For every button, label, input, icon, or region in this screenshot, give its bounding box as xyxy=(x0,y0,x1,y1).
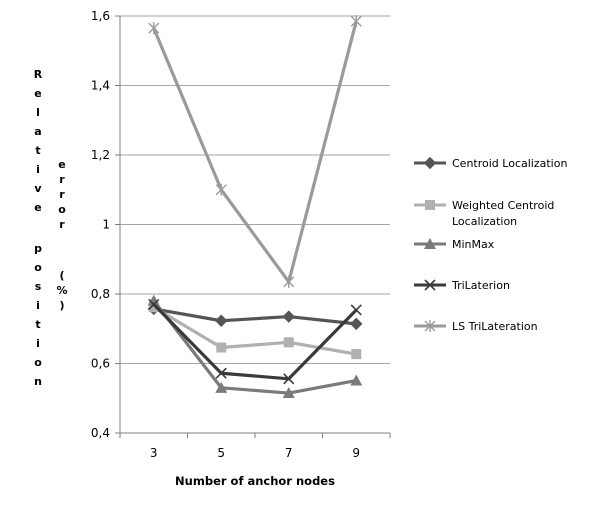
x-marker xyxy=(350,304,362,316)
y-axis-label-char: R xyxy=(34,68,43,81)
y-axis-label-char: l xyxy=(36,106,40,119)
y-tick-label: 1,2 xyxy=(91,148,110,162)
y-axis-label-char: ) xyxy=(59,299,64,312)
y-axis-label-char: % xyxy=(56,284,67,297)
legend-label: TriLaterion xyxy=(451,279,510,292)
x-marker xyxy=(148,298,160,310)
legend-item: MinMax xyxy=(414,238,495,251)
y-axis-label-char: a xyxy=(34,125,41,138)
y-axis-label-char: o xyxy=(34,261,42,274)
square-marker xyxy=(148,302,159,313)
diamond-marker xyxy=(350,317,363,331)
legend-item: LS TriLateration xyxy=(414,320,538,333)
diamond-marker xyxy=(215,314,228,327)
x-axis-label: Number of anchor nodes xyxy=(175,474,335,488)
y-axis-label-char: i xyxy=(36,337,40,350)
legend-item: Weighted Centroid Localization xyxy=(414,199,554,228)
legend: Centroid Localization Weighted Centroid Lo… xyxy=(414,156,567,333)
legend-item: TriLaterion xyxy=(414,279,510,292)
x-axis-ticks: 3 5 7 9 xyxy=(119,433,391,460)
star-marker xyxy=(350,15,362,28)
diamond-marker xyxy=(282,310,295,323)
legend-label: LS TriLateration xyxy=(452,320,538,333)
y-tick-label: 1,6 xyxy=(91,9,110,23)
y-axis-label-char: i xyxy=(36,163,40,176)
triangle-marker xyxy=(350,374,363,386)
series-line xyxy=(153,307,357,326)
star-marker xyxy=(215,183,227,196)
legend-item: Centroid Localization xyxy=(414,156,567,170)
triangle-marker xyxy=(147,294,160,306)
y-axis-label-char: p xyxy=(34,242,42,255)
y-axis-label-char: o xyxy=(58,203,66,216)
square-marker xyxy=(425,200,435,210)
y-axis-label-char: s xyxy=(35,280,42,293)
y-axis-label-char: r xyxy=(59,173,65,186)
star-marker xyxy=(283,275,295,288)
y-axis-label-char: ( xyxy=(59,269,64,282)
x-tick-label: 5 xyxy=(217,446,225,460)
square-marker xyxy=(216,342,227,353)
star-marker xyxy=(148,22,160,35)
y-axis-label-char: t xyxy=(35,318,40,331)
x-tick-label: 3 xyxy=(150,446,158,460)
y-axis-label-char: r xyxy=(59,188,65,201)
y-axis-label-char: n xyxy=(34,375,42,388)
series-minmax xyxy=(147,294,363,399)
y-tick-label: 1 xyxy=(102,218,110,232)
legend-label: Centroid Localization xyxy=(452,157,567,170)
star-marker xyxy=(424,320,436,332)
series-group xyxy=(147,15,363,399)
y-axis-label-char: i xyxy=(36,299,40,312)
y-axis-label-char: o xyxy=(34,356,42,369)
x-tick-label: 7 xyxy=(285,446,293,460)
y-axis-label-char: r xyxy=(59,218,65,231)
series-weighted-centroid-localization xyxy=(148,302,362,360)
y-tick-label: 0,4 xyxy=(91,426,110,440)
y-axis-ticks: 0,4 0,6 0,8 1 1,2 1,4 1,6 xyxy=(91,9,120,440)
triangle-marker xyxy=(215,381,228,393)
legend-label: Localization xyxy=(452,215,517,228)
series-line xyxy=(152,303,358,381)
triangle-marker xyxy=(282,387,295,399)
y-tick-label: 0,8 xyxy=(91,287,110,301)
x-marker xyxy=(283,373,295,385)
y-axis-label-char: e xyxy=(34,87,41,100)
series-line xyxy=(152,299,357,395)
x-marker xyxy=(215,367,227,379)
triangle-marker xyxy=(424,238,436,249)
x-tick-label: 9 xyxy=(352,446,360,460)
y-axis-label-char: t xyxy=(35,144,40,157)
legend-label: MinMax xyxy=(452,238,495,251)
series-line xyxy=(152,20,358,284)
square-marker xyxy=(351,349,362,360)
y-axis-label-char: e xyxy=(34,201,41,214)
y-tick-label: 0,6 xyxy=(91,357,110,371)
grid-lines xyxy=(120,15,390,364)
series-line xyxy=(152,305,357,356)
legend-label: Weighted Centroid xyxy=(452,199,554,212)
y-tick-label: 1,4 xyxy=(91,79,110,93)
y-axis-label-char: v xyxy=(34,182,42,195)
series-trilaterion xyxy=(148,298,362,385)
series-ls-trilateration xyxy=(148,15,362,288)
series-centroid-localization xyxy=(147,302,363,331)
y-axis-label-char: e xyxy=(58,158,65,171)
diamond-marker xyxy=(423,156,437,170)
square-marker xyxy=(283,337,294,348)
x-marker xyxy=(424,279,436,291)
